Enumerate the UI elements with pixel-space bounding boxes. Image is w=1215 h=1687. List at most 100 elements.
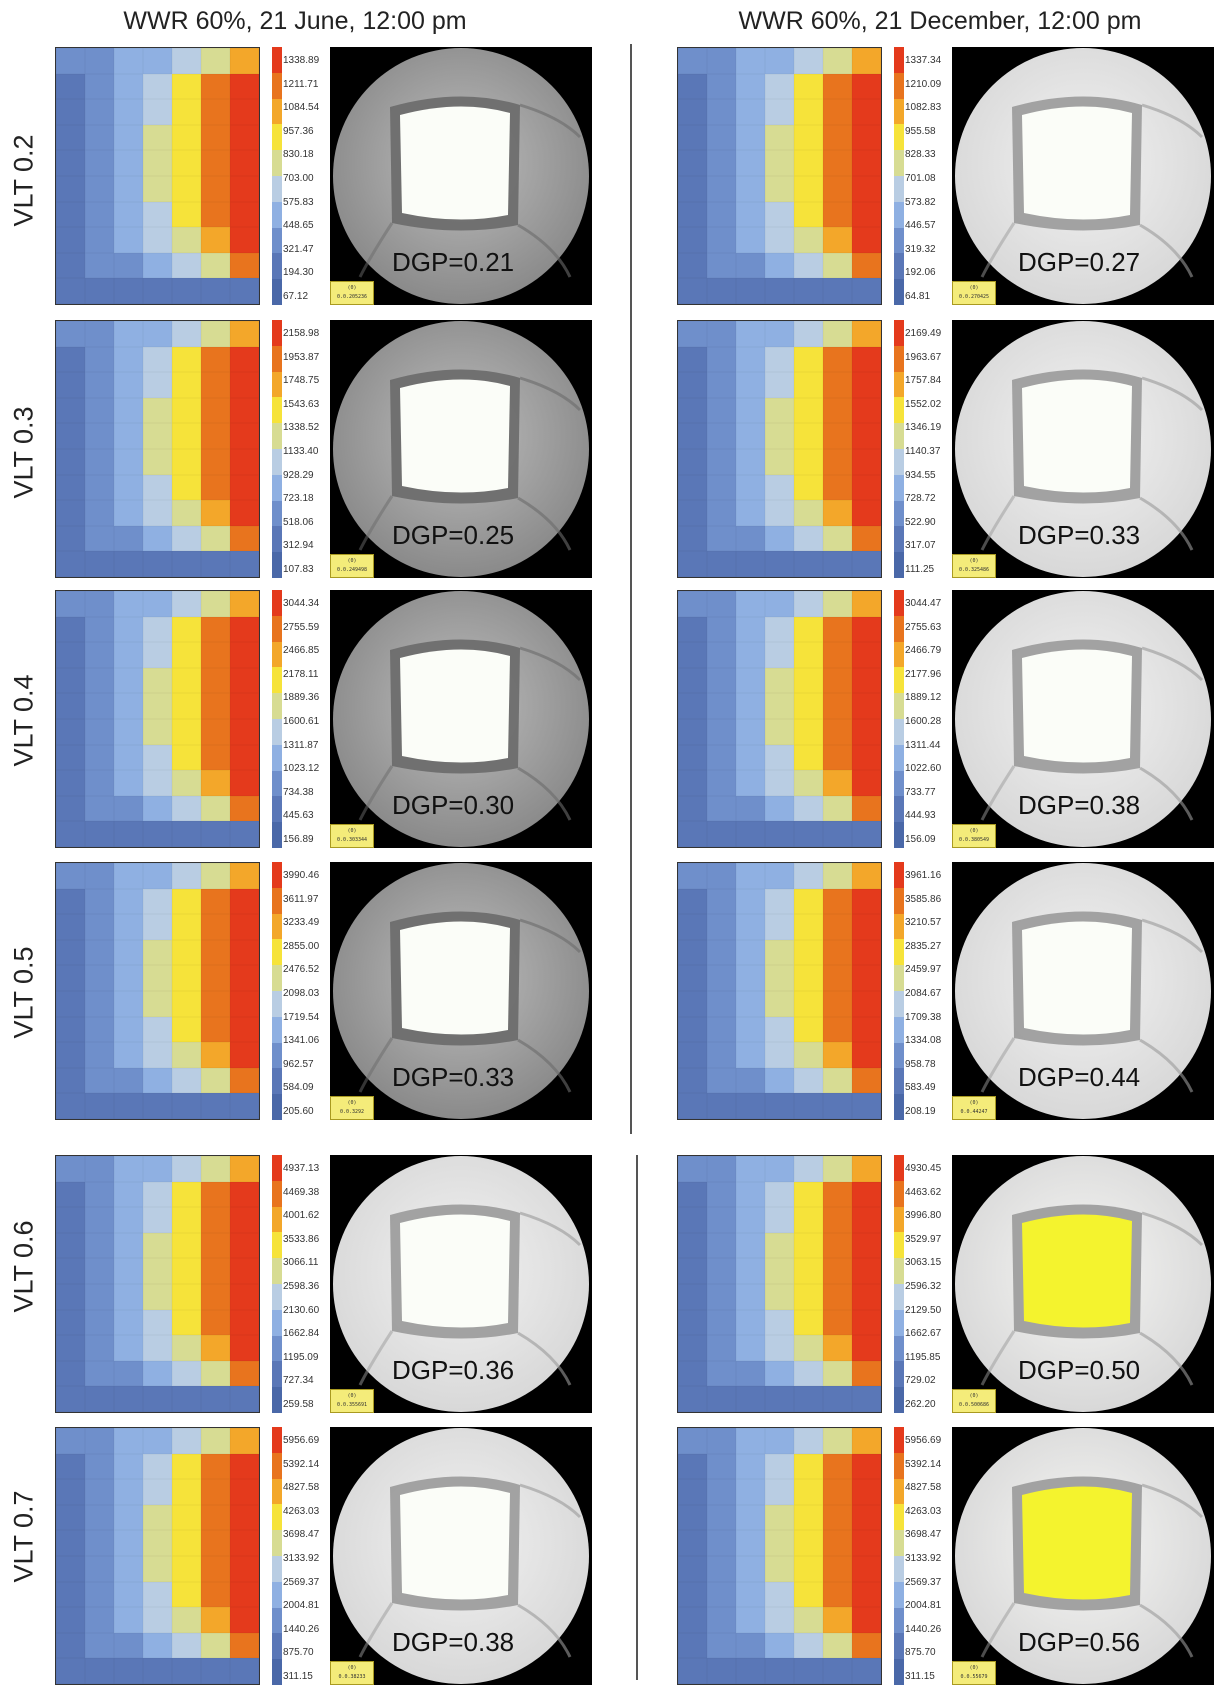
heatmap-cell: [172, 1284, 201, 1310]
heatmap-cell: [85, 863, 114, 889]
color-scale-segment: [272, 1556, 282, 1582]
heatmap-cell: [707, 1232, 736, 1259]
heatmap-cell: [172, 500, 201, 526]
heatmap-cell: [230, 1181, 259, 1208]
heatmap-cell: [707, 667, 736, 694]
heatmap-cell: [852, 965, 881, 991]
heatmap-cell: [201, 48, 230, 74]
heatmap-cell: [85, 1067, 114, 1094]
heatmap-cell: [56, 795, 85, 822]
simulation-panel: 5956.69 5392.14 4827.58 4263.03 3698.47 3133.…: [55, 1427, 595, 1687]
heatmap-cell: [794, 474, 823, 501]
heatmap-cell: [172, 525, 201, 552]
heatmap-cell: [85, 474, 114, 501]
heatmap-cell: [230, 474, 259, 501]
fisheye-svg: [333, 321, 589, 577]
heatmap-cell: [172, 1156, 201, 1182]
color-scale-bar: [894, 1155, 904, 1414]
heatmap-cell: [85, 1181, 114, 1208]
heatmap-cell: [823, 500, 852, 526]
color-scale-tick-label: 4827.58: [905, 1482, 942, 1494]
heatmap-cell: [201, 693, 230, 719]
heatmap-cell: [852, 321, 881, 347]
heatmap-cell: [707, 551, 736, 577]
color-scale-segment: [894, 667, 904, 694]
color-scale-tick-label: 1662.67: [905, 1328, 942, 1340]
heatmap-cell: [56, 616, 85, 643]
heatmap-cell: [230, 1360, 259, 1387]
heatmap-cell: [707, 372, 736, 398]
heatmap-cell: [707, 744, 736, 771]
heatmap-cell: [85, 1386, 114, 1412]
heatmap-cell: [143, 939, 172, 966]
heatmap-cell: [56, 423, 85, 449]
color-scale-segment: [272, 423, 282, 450]
heatmap-cell: [230, 1632, 259, 1659]
heatmap-cell: [230, 914, 259, 940]
heatmap-cell: [172, 176, 201, 202]
heatmap-cell: [852, 1258, 881, 1284]
heatmap-cell: [114, 474, 143, 501]
heatmap-cell: [794, 1428, 823, 1454]
heatmap-cell: [56, 1093, 85, 1119]
heatmap-cell: [736, 693, 765, 719]
heatmap-cell: [172, 939, 201, 966]
color-scale-tick-label: 1210.09: [905, 78, 942, 90]
glare-legend-tag-value: 0.0.325486: [958, 567, 990, 573]
heatmap-cell: [678, 1156, 707, 1182]
heatmap-cell: [794, 863, 823, 889]
heatmap-cell: [678, 991, 707, 1017]
heatmap-cell: [765, 500, 794, 526]
heatmap-cell: [765, 1428, 794, 1454]
color-scale-tick-label: 448.65: [283, 220, 314, 232]
heatmap-cell: [765, 227, 794, 253]
heatmap-cell: [794, 252, 823, 279]
heatmap-cell: [707, 795, 736, 822]
color-scale-tick-label: 2466.79: [905, 645, 942, 657]
heatmap-cell: [678, 1453, 707, 1480]
color-scale-segment: [894, 1607, 904, 1634]
color-scale-segment: [894, 913, 904, 940]
color-scale-segment: [272, 590, 282, 616]
heatmap-cell: [852, 1632, 881, 1659]
simulation-panel: 4937.13 4469.38 4001.62 3533.86 3066.11 2598.…: [55, 1155, 595, 1415]
heatmap-cell: [85, 176, 114, 202]
heatmap-cell: [736, 321, 765, 347]
color-scale-segment: [894, 449, 904, 475]
heatmap-cell: [172, 1067, 201, 1094]
heatmap-cell: [823, 642, 852, 668]
heatmap-cell: [143, 1530, 172, 1556]
heatmap-cell: [736, 1530, 765, 1556]
simulation-panel: 1337.34 1210.09 1082.83 955.58 828.33 701.08 5…: [677, 47, 1215, 307]
heatmap-cell: [678, 449, 707, 475]
heatmap-cell: [230, 1042, 259, 1068]
heatmap-cell: [794, 1658, 823, 1684]
heatmap-cell: [114, 372, 143, 398]
heatmap-cell: [823, 667, 852, 694]
color-scale-tick-label: 446.57: [905, 220, 936, 232]
heatmap-cell: [230, 99, 259, 125]
heatmap-cell: [85, 1453, 114, 1480]
heatmap-cell: [143, 1181, 172, 1208]
heatmap-cell: [143, 278, 172, 304]
heatmap-cell: [114, 667, 143, 694]
heatmap-cell: [707, 693, 736, 719]
heatmap-cell: [143, 73, 172, 100]
heatmap-cell: [794, 1530, 823, 1556]
heatmap-cell: [114, 124, 143, 151]
heatmap-cell: [736, 423, 765, 449]
heatmap-cell: [230, 1386, 259, 1412]
heatmap-cell: [143, 372, 172, 398]
heatmap-cell: [678, 252, 707, 279]
color-scale-tick-label: 111.25: [905, 564, 935, 575]
heatmap-cell: [85, 888, 114, 915]
color-scale-tick-label: 5956.69: [905, 1435, 942, 1446]
heatmap-cell: [172, 1658, 201, 1684]
heatmap-cell: [143, 99, 172, 125]
row-label: VLT 0.4: [8, 673, 39, 767]
heatmap-cell: [794, 176, 823, 202]
heatmap-cell: [794, 1479, 823, 1505]
color-scale-segment: [894, 744, 904, 771]
heatmap-cell: [230, 124, 259, 151]
heatmap-cell: [172, 1530, 201, 1556]
